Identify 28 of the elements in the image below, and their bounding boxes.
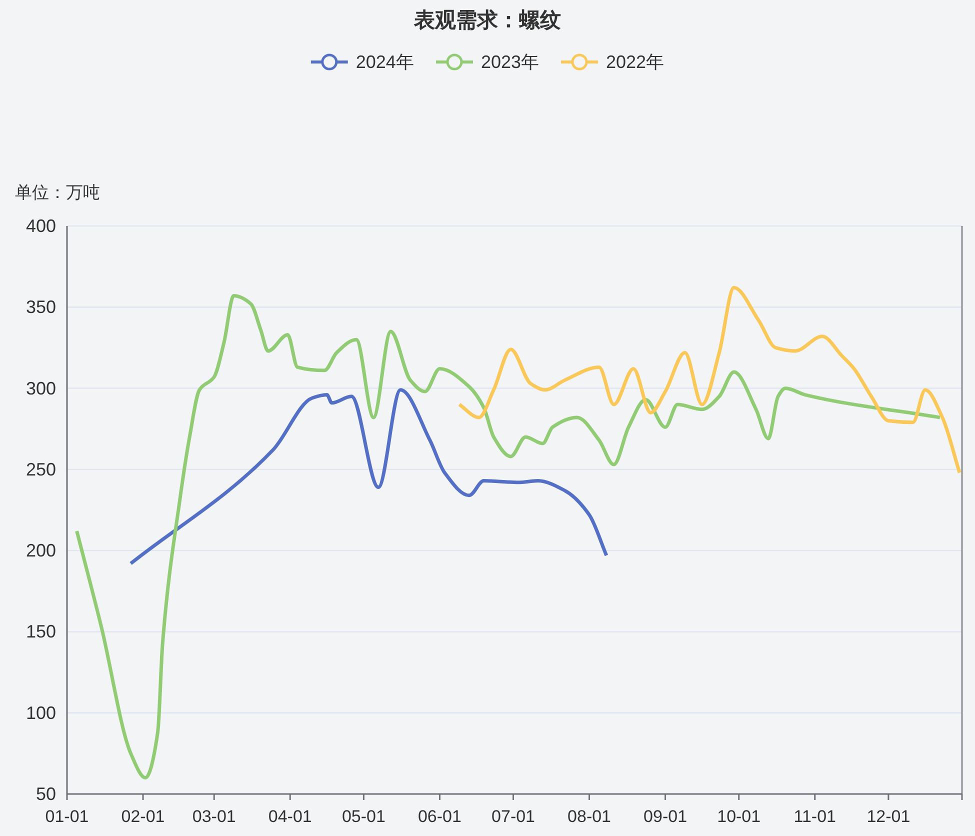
y-axis-title: 单位：万吨 [15, 183, 100, 202]
y-tick-label: 200 [26, 540, 56, 561]
y-tick-label: 50 [36, 784, 56, 804]
y-tick-label: 300 [26, 378, 56, 398]
x-tick-label: 05-01 [342, 807, 386, 826]
y-tick-label: 350 [26, 297, 56, 318]
y-tick-label: 250 [26, 459, 56, 480]
x-tick-label: 12-01 [866, 807, 910, 826]
x-tick-label: 10-01 [717, 807, 761, 826]
x-tick-label: 01-01 [45, 807, 89, 826]
legend-label: 2023年 [481, 52, 540, 72]
legend-item: 2022年 [561, 52, 664, 72]
x-tick-label: 02-01 [121, 807, 165, 826]
x-tick-label: 08-01 [568, 807, 612, 826]
x-tick-label: 04-01 [268, 807, 312, 826]
y-tick-label: 100 [26, 702, 56, 723]
legend-item: 2023年 [436, 52, 540, 72]
x-tick-label: 11-01 [794, 807, 836, 826]
title: 表观需求：螺纹 [414, 9, 561, 32]
x-tick-label: 07-01 [492, 807, 536, 826]
legend-label: 2022年 [606, 52, 664, 72]
x-tick-label: 06-01 [418, 807, 462, 826]
y-tick-label: 150 [26, 622, 56, 642]
x-tick-label: 03-01 [192, 807, 236, 826]
y-tick-label: 400 [26, 216, 56, 236]
x-tick-label: 09-01 [644, 807, 688, 826]
legend-label: 2024年 [356, 52, 414, 72]
legend-item: 2024年 [310, 52, 414, 72]
